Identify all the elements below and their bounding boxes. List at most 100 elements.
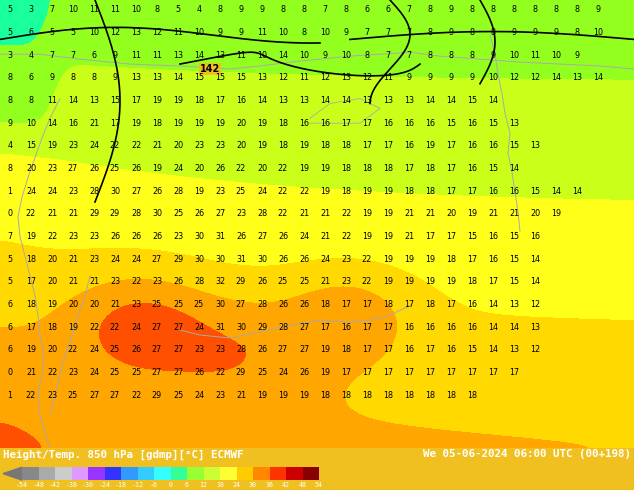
Text: 20: 20 — [446, 209, 456, 219]
Text: 15: 15 — [509, 255, 519, 264]
Text: 19: 19 — [551, 209, 561, 219]
Text: 28: 28 — [173, 187, 183, 196]
Text: 22: 22 — [131, 277, 141, 286]
Text: 23: 23 — [89, 255, 99, 264]
Text: Height/Temp. 850 hPa [gdmp][°C] ECMWF: Height/Temp. 850 hPa [gdmp][°C] ECMWF — [3, 449, 243, 460]
Text: 8: 8 — [491, 28, 496, 37]
Text: 10: 10 — [509, 50, 519, 60]
Text: 18: 18 — [362, 391, 372, 400]
Text: 25: 25 — [194, 300, 204, 309]
Text: 18: 18 — [446, 255, 456, 264]
Text: 17: 17 — [26, 277, 36, 286]
Text: 10: 10 — [551, 50, 561, 60]
Text: 21: 21 — [509, 209, 519, 219]
Text: 22: 22 — [110, 141, 120, 150]
Text: 19: 19 — [362, 232, 372, 241]
Text: 21: 21 — [68, 277, 78, 286]
Text: 18: 18 — [278, 141, 288, 150]
Text: 17: 17 — [341, 119, 351, 128]
Text: 13: 13 — [383, 96, 393, 105]
Text: 14: 14 — [530, 255, 540, 264]
Text: 16: 16 — [488, 141, 498, 150]
Text: 142: 142 — [200, 64, 220, 74]
Text: 24: 24 — [47, 187, 57, 196]
Bar — [39, 467, 55, 480]
Text: 23: 23 — [194, 345, 204, 354]
Text: 42: 42 — [282, 482, 290, 488]
Text: 18: 18 — [362, 164, 372, 173]
Text: 19: 19 — [320, 164, 330, 173]
Text: 15: 15 — [26, 141, 36, 150]
Text: 11: 11 — [299, 74, 309, 82]
Text: 28: 28 — [257, 209, 267, 219]
Text: -48: -48 — [32, 482, 44, 488]
Text: 6: 6 — [8, 345, 13, 354]
Text: 8: 8 — [217, 5, 223, 14]
Text: 13: 13 — [89, 96, 99, 105]
Text: -24: -24 — [98, 482, 110, 488]
Text: 14: 14 — [47, 119, 57, 128]
Text: 19: 19 — [194, 119, 204, 128]
Text: 19: 19 — [362, 187, 372, 196]
Text: 25: 25 — [173, 209, 183, 219]
Text: 17: 17 — [488, 368, 498, 377]
Text: 18: 18 — [383, 164, 393, 173]
Bar — [105, 467, 121, 480]
Text: 19: 19 — [425, 255, 435, 264]
Text: 15: 15 — [194, 74, 204, 82]
Text: 7: 7 — [49, 50, 55, 60]
Text: 7: 7 — [406, 5, 411, 14]
Text: 26: 26 — [110, 232, 120, 241]
Text: 26: 26 — [194, 209, 204, 219]
Text: 26: 26 — [152, 232, 162, 241]
Text: 14: 14 — [320, 96, 330, 105]
Text: 18: 18 — [278, 119, 288, 128]
Text: 17: 17 — [446, 141, 456, 150]
Text: 19: 19 — [215, 119, 225, 128]
Text: 17: 17 — [131, 96, 141, 105]
Text: 32: 32 — [215, 277, 225, 286]
Text: 26: 26 — [299, 255, 309, 264]
Text: 27: 27 — [152, 322, 162, 332]
Text: 8: 8 — [574, 28, 579, 37]
Text: 9: 9 — [112, 74, 117, 82]
Text: 6: 6 — [29, 74, 34, 82]
Text: 6: 6 — [29, 28, 34, 37]
Bar — [220, 467, 236, 480]
Text: 18: 18 — [383, 391, 393, 400]
Text: 16: 16 — [488, 232, 498, 241]
Text: 11: 11 — [47, 96, 57, 105]
Text: 30: 30 — [194, 255, 204, 264]
Text: 8: 8 — [29, 96, 34, 105]
Text: 19: 19 — [257, 141, 267, 150]
Text: 27: 27 — [257, 232, 267, 241]
Text: 16: 16 — [467, 322, 477, 332]
Text: 16: 16 — [383, 119, 393, 128]
Text: 15: 15 — [215, 74, 225, 82]
Text: 18: 18 — [467, 277, 477, 286]
Text: 14: 14 — [551, 187, 561, 196]
Text: 21: 21 — [299, 209, 309, 219]
Text: 23: 23 — [47, 164, 57, 173]
Text: 5: 5 — [176, 5, 181, 14]
Text: 22: 22 — [341, 232, 351, 241]
Text: 15: 15 — [236, 74, 246, 82]
Text: 25: 25 — [278, 277, 288, 286]
Text: 22: 22 — [236, 164, 246, 173]
Text: 9: 9 — [448, 28, 453, 37]
Text: 6: 6 — [91, 50, 96, 60]
Text: -12: -12 — [131, 482, 143, 488]
Text: 16: 16 — [404, 322, 414, 332]
Text: 20: 20 — [236, 119, 246, 128]
Text: 19: 19 — [257, 391, 267, 400]
Text: 10: 10 — [299, 50, 309, 60]
Text: 8: 8 — [427, 5, 432, 14]
Text: 13: 13 — [173, 50, 183, 60]
Text: 16: 16 — [404, 119, 414, 128]
Text: 8: 8 — [427, 50, 432, 60]
Text: 28: 28 — [278, 322, 288, 332]
Text: 14: 14 — [68, 96, 78, 105]
Text: 17: 17 — [362, 368, 372, 377]
Text: 14: 14 — [278, 50, 288, 60]
Text: 9: 9 — [553, 28, 559, 37]
